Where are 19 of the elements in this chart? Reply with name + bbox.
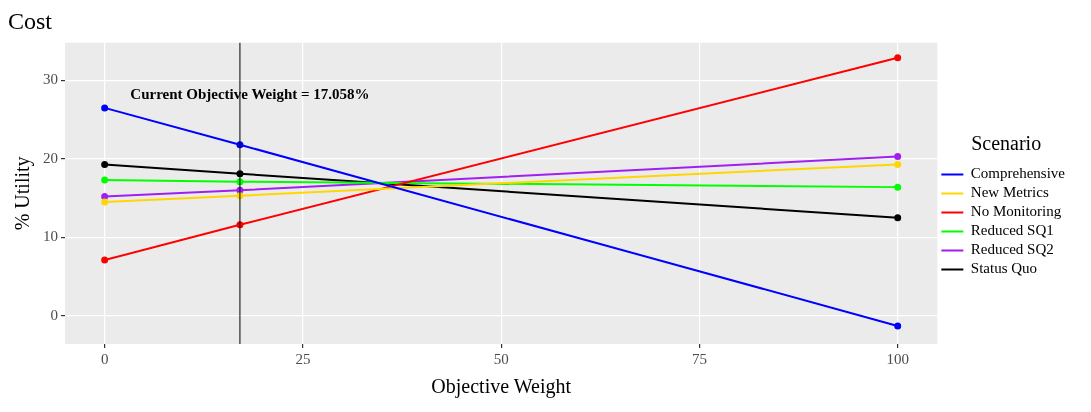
- x-tick-label: 75: [691, 350, 707, 367]
- legend-label: No Monitoring: [970, 203, 1062, 220]
- legend-label: Comprehensive: [970, 165, 1066, 182]
- chart-title: Cost: [8, 7, 53, 34]
- legend-label: Status Quo: [970, 260, 1038, 277]
- x-tick-label: 0: [100, 350, 109, 367]
- legend-label: Reduced SQ2: [970, 241, 1054, 258]
- y-axis-title: % Utility: [11, 156, 35, 231]
- legend-label: New Metrics: [970, 184, 1049, 201]
- x-tick-label: 100: [886, 350, 909, 367]
- x-tick-label: 50: [493, 350, 509, 367]
- legend-title: Scenario: [971, 132, 1042, 155]
- y-tick-label: 10: [43, 228, 58, 245]
- x-tick-label: 25: [295, 350, 311, 367]
- x-axis-title: Objective Weight: [431, 375, 572, 399]
- y-tick-label: 20: [43, 149, 58, 166]
- y-tick-label: 0: [50, 306, 58, 323]
- y-tick-label: 30: [43, 71, 58, 88]
- legend-label: Reduced SQ1: [970, 222, 1054, 239]
